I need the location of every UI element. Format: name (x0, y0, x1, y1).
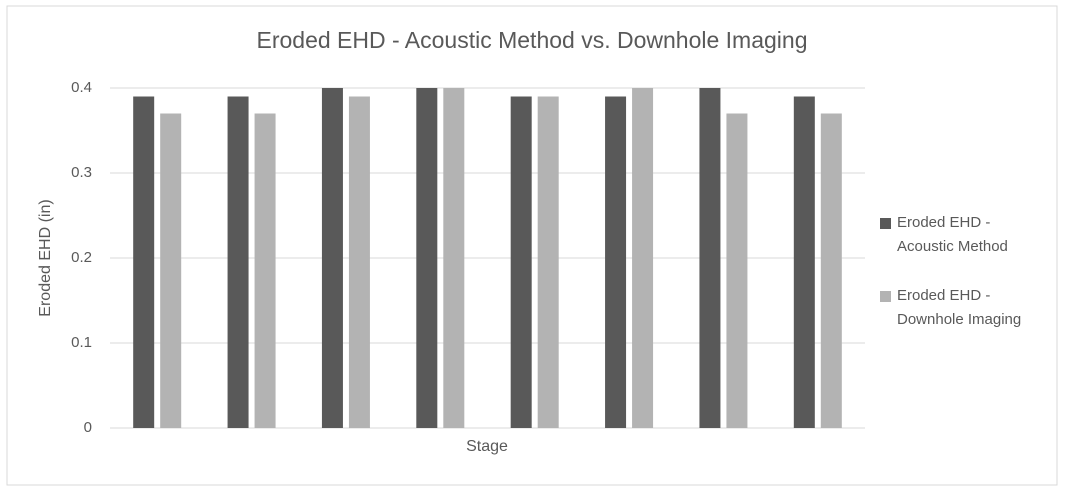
bar (416, 88, 438, 428)
legend-label: Eroded EHD - Acoustic Method (897, 214, 1008, 255)
chart-title: Eroded EHD - Acoustic Method vs. Downhol… (257, 27, 808, 53)
y-tick-label: 0.1 (71, 334, 92, 351)
y-axis-label: Eroded EHD (in) (37, 199, 54, 316)
y-tick-label: 0.2 (71, 249, 92, 266)
bar (254, 113, 276, 428)
chart-border (6, 5, 1058, 486)
bar (726, 113, 748, 428)
legend-swatch (880, 218, 891, 229)
y-tick-label: 0 (84, 419, 92, 436)
y-tick-label: 0.3 (71, 164, 92, 181)
y-tick-label: 0.4 (71, 79, 92, 96)
bar (605, 96, 627, 428)
bar (443, 88, 465, 428)
bar (227, 96, 249, 428)
bar (699, 88, 721, 428)
bar (133, 96, 155, 428)
bar (348, 96, 370, 428)
bar (510, 96, 532, 428)
bar (632, 88, 654, 428)
x-axis-label: Stage (466, 438, 508, 455)
bar (537, 96, 559, 428)
legend-swatch (880, 291, 891, 302)
bar (793, 96, 815, 428)
legend-label: Eroded EHD - Downhole Imaging (897, 287, 1022, 328)
bar (160, 113, 182, 428)
bar (820, 113, 842, 428)
bar (321, 88, 343, 428)
